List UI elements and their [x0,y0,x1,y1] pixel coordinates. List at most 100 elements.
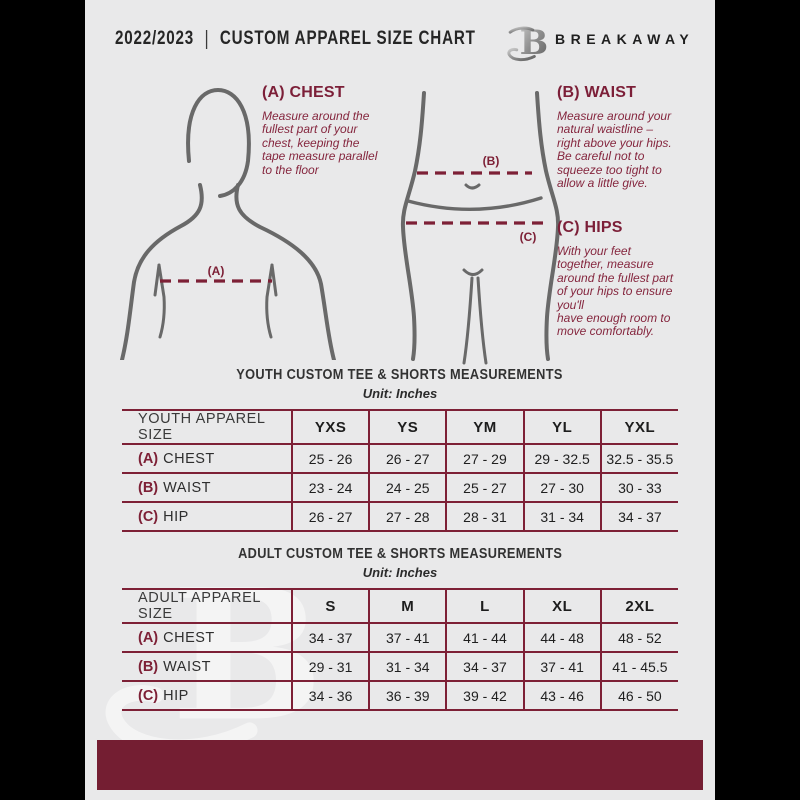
waist-guide: (B) WAIST Measure around your natural wa… [557,84,717,190]
chest-guide-heading: (A) CHEST [262,84,345,101]
table-cell: 41 - 45.5 [599,652,678,681]
figure-right-inner-leg [476,276,488,365]
table-cell: 24 - 25 [368,473,447,502]
brand-name: BREAKAWAY [555,31,695,47]
table-cell: 27 - 30 [522,473,601,502]
youth-size-yl: YL [522,410,601,444]
hips-guide: (C) HIPS With your feet together, measur… [557,219,722,339]
youth-table-header-row: YOUTH APPAREL SIZE YXS YS YM YL YXL [122,410,678,444]
table-cell: 41 - 44 [445,623,524,652]
table-cell: 32.5 - 35.5 [599,444,678,473]
youth-chest-row: (A) CHEST 25 - 26 26 - 27 27 - 29 29 - 32… [122,444,678,473]
table-cell: 43 - 46 [522,681,601,710]
size-chart-page: 2022/2023 | CUSTOM APPAREL SIZE CHART B … [85,0,715,800]
table-cell: 46 - 50 [599,681,678,710]
adult-size-m: M [368,589,447,623]
table-cell: 29 - 32.5 [522,444,601,473]
footer-accent-bar [97,740,703,790]
figure-left-shoulder-arm [120,183,204,360]
adult-size-table: ADULT APPAREL SIZE S M L XL 2XL (A) CHEST… [122,588,678,711]
figure-head-outline [186,87,251,198]
table-cell: 27 - 28 [368,502,447,531]
table-cell: 44 - 48 [522,623,601,652]
youth-hip-row: (C) HIP 26 - 27 27 - 28 28 - 31 31 - 34 3… [122,502,678,531]
youth-size-table: YOUTH APPAREL SIZE YXS YS YM YL YXL (A) C… [122,409,678,532]
adult-size-s: S [290,589,370,623]
table-cell: 36 - 39 [368,681,447,710]
waist-guide-body: Measure around your natural waistline – … [557,109,672,191]
adult-waist-row: (B) WAIST 29 - 31 31 - 34 34 - 37 37 - 41… [122,652,678,681]
adult-size-2xl: 2XL [599,589,678,623]
breakaway-b-logo-icon: B [507,22,548,62]
chest-guide: (A) CHEST Measure around the fullest par… [262,84,437,177]
table-cell: 39 - 42 [445,681,524,710]
breakaway-b-watermark-icon: B [105,551,324,762]
youth-unit-label: Unit: Inches [362,386,438,401]
letterbox-right [715,0,800,800]
adult-section-title: ADULT CUSTOM TEE & SHORTS MEASUREMENTS [237,546,563,562]
figure-crotch-curve [462,268,484,276]
adult-hip-row: (C) HIP 34 - 36 36 - 39 39 - 42 43 - 46 4… [122,681,678,710]
table-cell: 30 - 33 [599,473,678,502]
youth-chest-label: (A) CHEST [138,450,215,467]
table-cell: 48 - 52 [599,623,678,652]
youth-size-yxl: YXL [599,410,678,444]
adult-waist-label: (B) WAIST [138,658,212,675]
adult-size-header-cell: ADULT APPAREL SIZE [138,590,261,622]
youth-size-yxs: YXS [290,410,370,444]
waist-guide-heading: (B) WAIST [557,84,637,101]
adult-chest-label: (A) CHEST [138,629,215,646]
chest-guide-body: Measure around the fullest part of your … [262,109,378,177]
adult-table-header-row: ADULT APPAREL SIZE S M L XL 2XL [122,589,678,623]
lower-body-figure: (B) (C) [400,91,561,365]
table-cell: 34 - 37 [290,623,370,652]
adult-hip-label: (C) HIP [138,687,189,704]
hips-guide-heading: (C) HIPS [557,219,623,236]
table-cell: 31 - 34 [522,502,601,531]
youth-size-ym: YM [445,410,524,444]
table-cell: 28 - 31 [445,502,524,531]
page-title: 2022/2023 | CUSTOM APPAREL SIZE CHART [115,27,566,51]
table-cell: 27 - 29 [445,444,524,473]
youth-size-header-cell: YOUTH APPAREL SIZE [138,411,266,443]
youth-waist-label: (B) WAIST [138,479,212,496]
chest-marker-label: (A) [208,264,225,278]
table-cell: 37 - 41 [368,623,447,652]
youth-hip-label: (C) HIP [138,508,189,525]
figure-left-inner-leg [462,276,474,365]
figure-right-chest-crease [265,263,278,339]
youth-waist-row: (B) WAIST 23 - 24 24 - 25 25 - 27 27 - 30… [122,473,678,502]
table-cell: 34 - 37 [599,502,678,531]
upper-body-figure: (A) [120,87,336,360]
adult-size-xl: XL [522,589,601,623]
table-cell: 34 - 37 [445,652,524,681]
hips-marker-label: (C) [520,230,537,244]
table-cell: 31 - 34 [368,652,447,681]
adult-size-l: L [445,589,524,623]
figure-right-shoulder-arm [234,183,336,360]
season-label: 2022/2023 [115,28,195,49]
table-cell: 26 - 27 [290,502,370,531]
youth-section-title: YOUTH CUSTOM TEE & SHORTS MEASUREMENTS [236,367,564,383]
table-cell: 25 - 27 [445,473,524,502]
figure-navel [464,183,481,190]
youth-size-ys: YS [368,410,447,444]
table-cell: 26 - 27 [368,444,447,473]
figure-right-hip-outline [535,91,561,361]
figure-left-hip-outline [400,91,426,361]
table-cell: 29 - 31 [290,652,370,681]
page-title-text: CUSTOM APPAREL SIZE CHART [219,28,476,49]
table-cell: 34 - 36 [290,681,370,710]
adult-unit-label: Unit: Inches [362,565,438,580]
waist-marker-label: (B) [483,154,500,168]
figure-left-chest-crease [153,263,166,339]
title-separator: | [204,27,210,50]
letterbox-left [0,0,85,800]
table-cell: 23 - 24 [290,473,370,502]
hips-guide-body: With your feet together, measure around … [557,244,674,339]
adult-chest-row: (A) CHEST 34 - 37 37 - 41 41 - 44 44 - 48… [122,623,678,652]
table-cell: 25 - 26 [290,444,370,473]
figure-waistband-curve [406,196,543,211]
table-cell: 37 - 41 [522,652,601,681]
